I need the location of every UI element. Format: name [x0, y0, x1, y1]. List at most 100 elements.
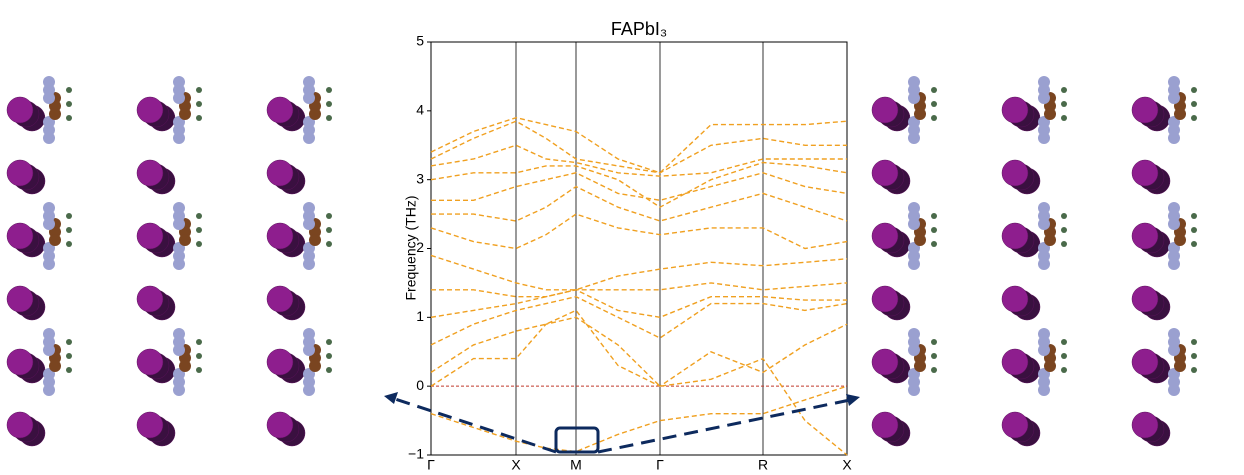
atom-iodine [266, 159, 294, 187]
atom-n [303, 344, 315, 356]
atom-h [326, 213, 332, 219]
atom-iodine [1001, 411, 1029, 439]
atom-n [1168, 132, 1180, 144]
atom-n [43, 218, 55, 230]
atom-n [303, 132, 315, 144]
atom-iodine [136, 96, 164, 124]
atom-n [908, 384, 920, 396]
atom-h [326, 353, 332, 359]
atom-iodine [871, 159, 899, 187]
atom-iodine [6, 222, 34, 250]
atom-n [908, 218, 920, 230]
atom-h [196, 227, 202, 233]
atom-h [931, 115, 937, 121]
atom-iodine [871, 96, 899, 124]
atom-iodine [266, 285, 294, 313]
atom-h [326, 87, 332, 93]
atom-n [303, 384, 315, 396]
atom-iodine [6, 411, 34, 439]
atom-h [931, 101, 937, 107]
atom-c [179, 234, 191, 246]
atom-h [326, 227, 332, 233]
atom-h [1061, 353, 1067, 359]
atom-h [1061, 367, 1067, 373]
atom-h [196, 115, 202, 121]
atom-h [1061, 87, 1067, 93]
atom-n [1168, 344, 1180, 356]
atom-h [1191, 227, 1197, 233]
crystal-structure-right [871, 76, 1197, 447]
x-tick-label: X [842, 457, 852, 473]
atom-n [908, 92, 920, 104]
phonon-band [430, 144, 847, 177]
phonon-band [430, 116, 848, 174]
atom-n [908, 258, 920, 270]
atom-h [196, 339, 202, 345]
atom-iodine [871, 348, 899, 376]
atom-iodine [6, 159, 34, 187]
atom-n [1038, 384, 1050, 396]
atom-h [66, 339, 72, 345]
atom-iodine [136, 285, 164, 313]
y-tick-label: 3 [416, 170, 424, 186]
atom-n [1168, 384, 1180, 396]
x-tick-label: Γ [656, 457, 664, 473]
atom-h [1191, 367, 1197, 373]
atom-iodine [871, 285, 899, 313]
atom-n [1038, 344, 1050, 356]
atom-c [309, 234, 321, 246]
atom-n [1168, 258, 1180, 270]
atom-n [303, 92, 315, 104]
atom-n [43, 258, 55, 270]
phonon-band [430, 385, 848, 453]
phonon-band [430, 316, 848, 456]
atom-h [66, 115, 72, 121]
y-tick-label: 5 [416, 33, 424, 49]
atom-iodine [1131, 348, 1159, 376]
x-tick-label: M [570, 457, 582, 473]
atom-iodine [1131, 96, 1159, 124]
arrow-left [391, 396, 557, 454]
atom-c [914, 108, 926, 120]
atom-iodine [266, 348, 294, 376]
atom-h [326, 367, 332, 373]
atom-h [1191, 87, 1197, 93]
atom-h [931, 227, 937, 233]
atom-iodine [1001, 348, 1029, 376]
atom-n [173, 384, 185, 396]
atom-h [931, 241, 937, 247]
atom-iodine [266, 411, 294, 439]
atom-h [196, 367, 202, 373]
atom-h [66, 353, 72, 359]
atom-h [66, 241, 72, 247]
atom-c [914, 360, 926, 372]
atom-c [309, 360, 321, 372]
y-tick-label: −1 [408, 446, 424, 462]
atom-iodine [136, 222, 164, 250]
atom-n [43, 344, 55, 356]
atom-h [196, 213, 202, 219]
atom-n [908, 132, 920, 144]
atom-c [1174, 108, 1186, 120]
atom-h [326, 241, 332, 247]
highlight-box [554, 426, 600, 454]
atom-h [1061, 115, 1067, 121]
atom-c [49, 360, 61, 372]
atom-h [931, 87, 937, 93]
atom-iodine [1131, 222, 1159, 250]
y-tick-label: 0 [416, 377, 424, 393]
atom-n [1168, 218, 1180, 230]
atom-h [326, 339, 332, 345]
chart-title: FAPbI₃ [611, 19, 667, 39]
phonon-band [430, 295, 848, 346]
atom-n [1038, 92, 1050, 104]
atom-n [173, 92, 185, 104]
atom-iodine [136, 411, 164, 439]
atom-h [66, 87, 72, 93]
y-tick-label: 4 [416, 102, 424, 118]
x-tick-label: X [511, 457, 521, 473]
x-tick-label: Γ [427, 457, 435, 473]
atom-iodine [1001, 285, 1029, 313]
phonon-band [431, 282, 848, 298]
